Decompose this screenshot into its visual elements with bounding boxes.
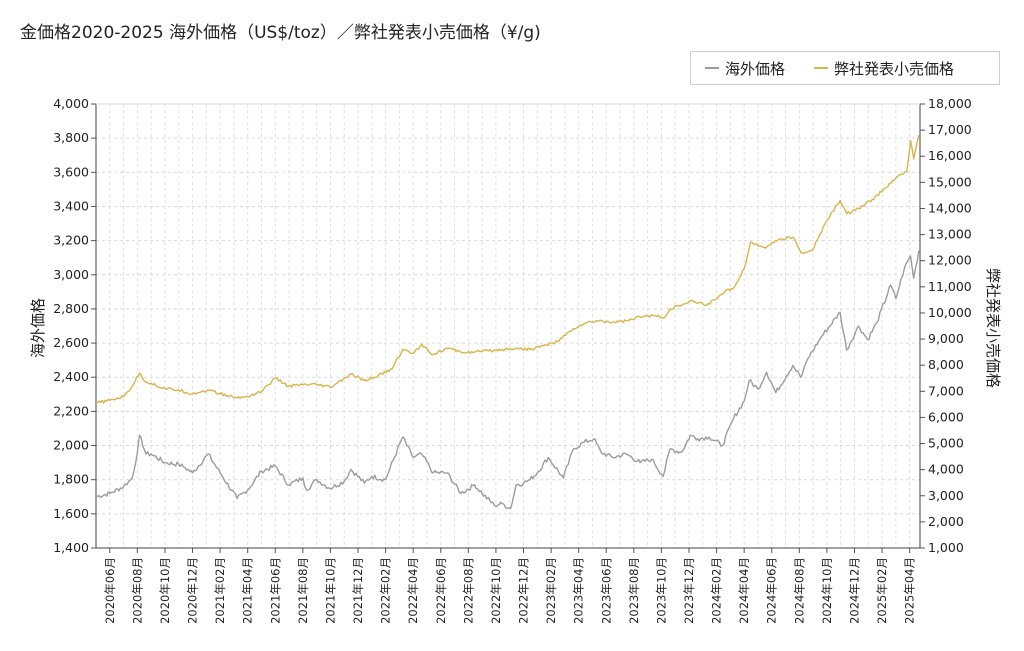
legend-item-overseas: 海外価格 <box>705 58 785 78</box>
legend-line-retail <box>814 67 828 69</box>
legend: 海外価格 弊社発表小売価格 <box>690 51 1000 85</box>
left-tick-label: 2,600 <box>53 335 89 350</box>
right-tick-label: 7,000 <box>928 383 964 398</box>
x-tick-label: 2020年06月 <box>103 557 117 624</box>
right-tick-label: 13,000 <box>928 227 972 242</box>
x-tick-label: 2022年02月 <box>379 557 393 624</box>
legend-label-retail: 弊社発表小売価格 <box>834 59 955 78</box>
x-tick-label: 2021年04月 <box>241 557 255 624</box>
x-tick-label: 2021年02月 <box>213 557 227 624</box>
left-tick-label: 2,400 <box>53 369 89 384</box>
x-tick-label: 2022年06月 <box>434 557 448 624</box>
x-tick-label: 2025年04月 <box>903 557 917 624</box>
x-tick-label: 2023年08月 <box>627 557 641 624</box>
legend-item-retail: 弊社発表小売価格 <box>814 58 954 78</box>
left-tick-label: 3,000 <box>53 267 89 282</box>
left-tick-label: 2,800 <box>53 301 89 316</box>
right-tick-label: 14,000 <box>928 200 972 215</box>
x-tick-label: 2020年10月 <box>158 557 172 624</box>
series-lines <box>95 135 920 510</box>
left-tick-label: 3,200 <box>53 233 89 248</box>
x-tick-label: 2023年06月 <box>599 557 613 624</box>
series-line-overseas <box>95 250 920 510</box>
left-tick-label: 3,400 <box>53 198 89 213</box>
right-tick-label: 15,000 <box>928 174 972 189</box>
x-tick-label: 2025年02月 <box>875 557 889 624</box>
x-tick-label: 2020年12月 <box>186 557 200 624</box>
x-tick-label: 2023年04月 <box>572 557 586 624</box>
legend-label-overseas: 海外価格 <box>725 59 786 78</box>
x-tick-label: 2022年08月 <box>461 557 475 624</box>
right-axis-title: 弊社発表小売価格 <box>984 268 1002 388</box>
right-tick-label: 2,000 <box>928 514 964 529</box>
left-tick-label: 2,000 <box>53 438 89 453</box>
left-tick-label: 4,000 <box>53 96 89 111</box>
x-tick-label: 2024年04月 <box>737 557 751 624</box>
x-tick-label: 2023年02月 <box>544 557 558 624</box>
right-tick-label: 17,000 <box>928 122 972 137</box>
x-tick-label: 2024年10月 <box>820 557 834 624</box>
x-tick-label: 2022年10月 <box>489 557 503 624</box>
right-tick-label: 11,000 <box>928 279 972 294</box>
chart-title: 金価格2020-2025 海外価格（US$/toz）／弊社発表小売価格（¥/g) <box>20 23 541 43</box>
tick-labels: 1,400 1,600 1,800 2,000 2,200 2,400 2,600 2,800… <box>53 96 972 624</box>
right-tick-label: 8,000 <box>928 357 964 372</box>
right-tick-label: 16,000 <box>928 148 972 163</box>
right-tick-label: 5,000 <box>928 436 964 451</box>
left-tick-label: 3,800 <box>53 130 89 145</box>
x-tick-label: 2023年10月 <box>654 557 668 624</box>
x-tick-label: 2020年08月 <box>130 557 144 624</box>
x-tick-label: 2021年10月 <box>323 557 337 624</box>
axes <box>91 103 925 553</box>
right-tick-label: 10,000 <box>928 305 972 320</box>
right-tick-label: 4,000 <box>928 462 964 477</box>
left-tick-label: 3,600 <box>53 164 89 179</box>
x-tick-label: 2022年04月 <box>406 557 420 624</box>
right-tick-label: 1,000 <box>928 540 964 555</box>
right-tick-label: 9,000 <box>928 331 964 346</box>
right-tick-label: 3,000 <box>928 488 964 503</box>
left-tick-label: 1,800 <box>53 472 89 487</box>
left-axis-title: 海外価格 <box>29 298 47 358</box>
right-tick-label: 18,000 <box>928 96 972 111</box>
x-tick-label: 2021年08月 <box>296 557 310 624</box>
right-tick-label: 12,000 <box>928 253 972 268</box>
x-tick-label: 2021年12月 <box>351 557 365 624</box>
right-tick-label: 6,000 <box>928 409 964 424</box>
x-tick-label: 2021年06月 <box>268 557 282 624</box>
x-tick-label: 2024年08月 <box>792 557 806 624</box>
gridlines <box>95 103 920 549</box>
left-tick-label: 1,400 <box>53 540 89 555</box>
legend-line-overseas <box>705 67 719 69</box>
series-line-retail <box>95 135 920 404</box>
x-tick-label: 2024年02月 <box>710 557 724 624</box>
x-tick-label: 2024年12月 <box>847 557 861 624</box>
x-tick-label: 2024年06月 <box>765 557 779 624</box>
x-tick-label: 2022年12月 <box>517 557 531 624</box>
left-tick-label: 2,200 <box>53 403 89 418</box>
x-tick-label: 2023年12月 <box>682 557 696 624</box>
left-tick-label: 1,600 <box>53 506 89 521</box>
